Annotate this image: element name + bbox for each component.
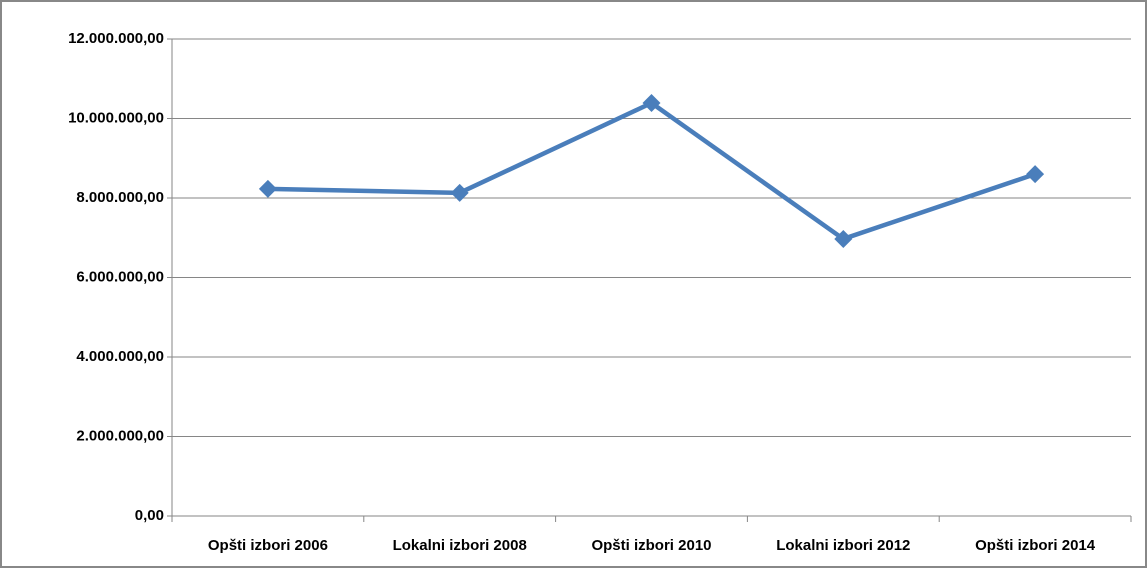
- y-tick-label: 8.000.000,00: [76, 189, 164, 206]
- y-tick-label: 0,00: [135, 507, 164, 524]
- data-marker: [834, 229, 853, 248]
- data-marker: [450, 183, 469, 202]
- data-marker: [1026, 165, 1045, 184]
- x-tick-label: Opšti izbori 2006: [208, 537, 328, 554]
- data-marker: [642, 93, 661, 112]
- y-tick-label: 2.000.000,00: [76, 427, 164, 444]
- x-tick-label: Lokalni izbori 2008: [393, 537, 527, 554]
- x-tick-label: Opšti izbori 2014: [975, 537, 1096, 554]
- y-tick-label: 6.000.000,00: [76, 268, 164, 285]
- x-tick-label: Lokalni izbori 2012: [776, 537, 910, 554]
- x-tick-label: Opšti izbori 2010: [591, 537, 711, 554]
- data-marker: [258, 179, 277, 198]
- y-tick-label: 4.000.000,00: [76, 348, 164, 365]
- y-tick-label: 12.000.000,00: [68, 30, 164, 47]
- y-tick-label: 10.000.000,00: [68, 109, 164, 126]
